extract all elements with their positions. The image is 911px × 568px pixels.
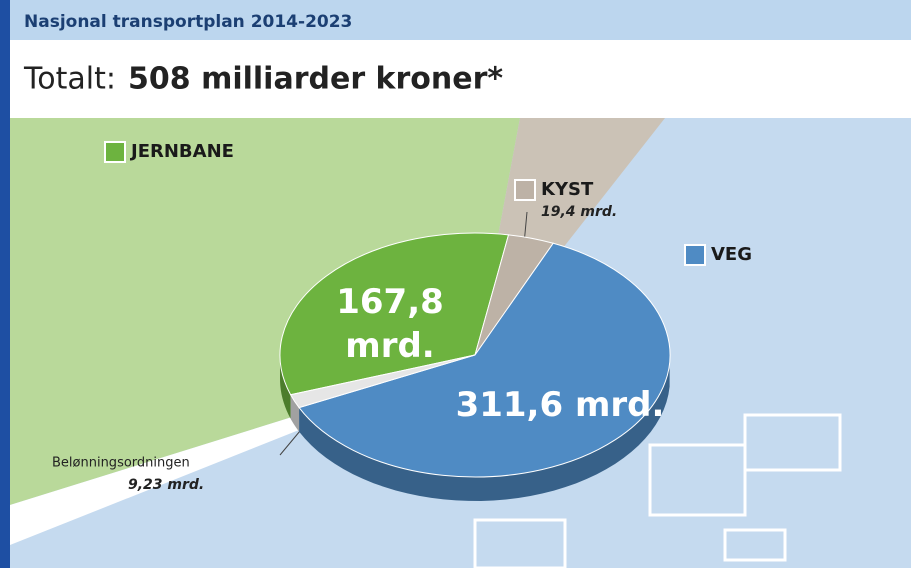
subtitle-lead: Totalt: bbox=[23, 62, 116, 97]
pie-side bbox=[280, 357, 291, 419]
vehicle-icons bbox=[473, 413, 842, 568]
value-label: 311,6 mrd. bbox=[455, 385, 665, 425]
legend-swatch bbox=[684, 244, 706, 266]
pie-side bbox=[299, 362, 670, 501]
value-label: 19,4 mrd. bbox=[541, 204, 617, 220]
infographic: Nasjonal transportplan 2014-2023 Totalt:… bbox=[10, 0, 911, 568]
value-label: 167,8 mrd. bbox=[336, 282, 444, 366]
header-bar bbox=[10, 0, 911, 40]
subtitle-band bbox=[10, 40, 911, 118]
pie-slice bbox=[279, 232, 510, 396]
title: Nasjonal transportplan 2014-2023 bbox=[24, 12, 352, 32]
legend-label: VEG bbox=[711, 244, 752, 265]
chart: Nasjonal transportplan 2014-2023 Totalt:… bbox=[10, 0, 911, 568]
pie-slice bbox=[298, 242, 671, 478]
legend-swatch bbox=[104, 141, 126, 163]
category-label: Belønningsordningen bbox=[52, 456, 190, 471]
subtitle: 508 milliarder kroner* bbox=[128, 62, 503, 97]
legend-swatch bbox=[514, 179, 536, 201]
legend-label: KYST bbox=[541, 179, 594, 200]
pie-slice bbox=[289, 354, 476, 409]
rail-area bbox=[10, 118, 520, 505]
value-label: 9,23 mrd. bbox=[128, 477, 204, 493]
pie-side bbox=[290, 394, 300, 432]
legend-label: JERNBANE bbox=[129, 141, 234, 162]
